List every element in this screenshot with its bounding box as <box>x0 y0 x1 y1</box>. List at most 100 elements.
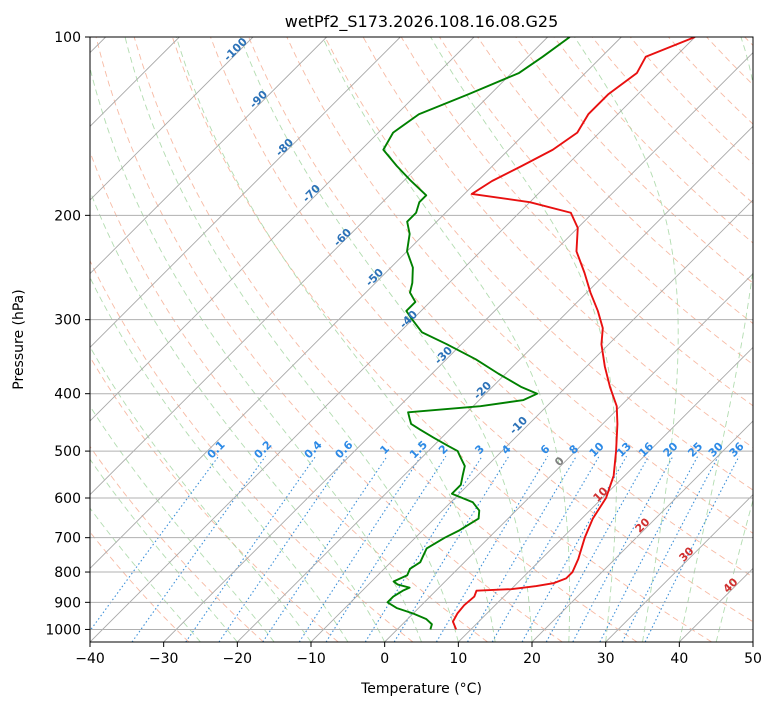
x-tick-label: 0 <box>380 651 389 667</box>
dry-adiabat <box>95 37 563 642</box>
mixing-ratio-line <box>185 455 317 642</box>
mixing-ratio-label: 20 <box>661 439 681 459</box>
isotherm <box>90 37 254 201</box>
x-axis-label: Temperature (°C) <box>360 681 482 697</box>
isotherm <box>458 346 753 642</box>
dry-adiabats <box>90 37 753 642</box>
y-tick-label: 100 <box>54 30 81 46</box>
mixing-ratio-label: 0.6 <box>333 438 356 461</box>
moist-adiabat <box>239 37 533 642</box>
dewpoint-profile-line <box>382 37 571 630</box>
moist-adiabat <box>90 345 312 642</box>
x-tick-label: −30 <box>149 651 179 667</box>
isotherm <box>90 37 327 275</box>
x-tick-label: 20 <box>523 651 541 667</box>
dry-adiabat-label: -40 <box>397 308 420 331</box>
dry-adiabat-label: -70 <box>300 182 323 205</box>
y-tick-label: 700 <box>54 531 81 547</box>
isotherm <box>90 37 622 569</box>
mixing-ratio-label: 1 <box>377 442 392 457</box>
dry-adiabat <box>90 356 339 642</box>
mixing-ratio-label: 6 <box>538 442 553 457</box>
moist-adiabat-label: 30 <box>677 544 697 564</box>
y-axis-label: Pressure (hPa) <box>11 289 27 389</box>
moist-adiabat <box>574 37 679 642</box>
line-labels: -100-90-80-70-60-50-40-30-20-100.1 0.2 0.4… <box>205 35 747 596</box>
y-tick-label: 600 <box>54 491 81 507</box>
x-tick-label: 30 <box>597 651 615 667</box>
moist-adiabats <box>90 37 753 642</box>
mixing-ratio-label: 1.5 <box>407 438 430 461</box>
y-tick-label: 500 <box>54 444 81 460</box>
moist-adiabat <box>124 37 459 642</box>
isotherm <box>237 125 753 642</box>
dry-adiabat-label: -50 <box>363 266 386 289</box>
dry-adiabat-label: -20 <box>471 379 494 402</box>
mixing-ratio-label: 8 <box>567 442 582 457</box>
mixing-ratio-line <box>491 455 600 642</box>
mixing-ratio-line <box>131 455 267 642</box>
mixing-ratio-label: 4 <box>499 442 514 457</box>
moist-adiabat <box>715 498 753 642</box>
isobar-gridlines <box>90 37 753 630</box>
moist-adiabat <box>90 189 386 642</box>
dry-adiabat <box>90 531 190 642</box>
plot-frame <box>89 36 754 643</box>
isotherm <box>90 37 475 422</box>
isotherm <box>90 37 401 348</box>
dry-adiabat-label: -60 <box>331 226 354 249</box>
plot-area: -100-90-80-70-60-50-40-30-20-100.1 0.2 0.4… <box>90 35 753 642</box>
y-tick-label: 200 <box>54 208 81 224</box>
mixing-ratio-label: 16 <box>636 439 656 459</box>
isotherm <box>384 273 753 642</box>
isotherm <box>310 199 753 642</box>
moist-adiabat <box>90 276 349 642</box>
y-tick-label: 300 <box>54 313 81 329</box>
dry-adiabat-label: -80 <box>273 136 296 159</box>
dry-adiabat-label: -90 <box>247 88 270 111</box>
dry-adiabat <box>248 37 753 578</box>
mixing-ratio-label: 0.4 <box>302 438 325 461</box>
y-axis: 1000 900 800 700 600 500 400 300 200 100 <box>45 30 90 638</box>
y-tick-label: 1000 <box>45 622 81 638</box>
y-tick-label: 800 <box>54 565 81 581</box>
mixing-ratio-label: 36 <box>727 439 747 459</box>
mixing-ratio-line <box>218 455 347 642</box>
profiles <box>382 37 696 630</box>
moist-adiabat <box>90 458 238 642</box>
dry-adiabat-label: -100 <box>221 35 250 64</box>
x-tick-label: −10 <box>296 651 326 667</box>
dry-adiabat <box>90 259 414 642</box>
y-tick-label: 900 <box>54 595 81 611</box>
mixing-ratio-line <box>298 455 422 642</box>
isotherm <box>752 641 753 642</box>
dry-adiabat <box>515 37 753 284</box>
x-tick-label: 10 <box>449 651 467 667</box>
dry-adiabat <box>744 37 753 47</box>
y-tick-label: 400 <box>54 387 81 403</box>
dry-adiabat <box>324 37 753 491</box>
x-tick-label: 50 <box>744 651 762 667</box>
mixing-ratio-line <box>90 455 220 632</box>
mixing-ratio-line <box>621 455 719 642</box>
isotherm <box>90 37 696 642</box>
x-tick-label: 40 <box>670 651 688 667</box>
mixing-ratio-line <box>644 455 740 642</box>
moist-adiabat <box>678 37 753 642</box>
mixing-ratio-label: 10 <box>587 439 607 459</box>
mixing-ratio-label: 0.2 <box>252 438 275 461</box>
mixing-ratio-line <box>435 455 549 642</box>
mixing-ratio-label: 30 <box>706 439 726 459</box>
temperature-profile-line <box>451 37 696 630</box>
dry-adiabat-label: -10 <box>507 414 530 437</box>
mixing-ratio-line <box>572 455 674 642</box>
moist-adiabat-label: 40 <box>721 575 741 595</box>
dry-adiabat <box>90 150 488 642</box>
moist-adiabat <box>90 66 422 642</box>
moist-adiabat <box>430 37 617 642</box>
dry-adiabat <box>133 37 638 642</box>
moist-adiabat <box>90 507 201 642</box>
x-tick-label: −40 <box>75 651 105 667</box>
mixing-ratio-label: 2 <box>436 442 451 457</box>
